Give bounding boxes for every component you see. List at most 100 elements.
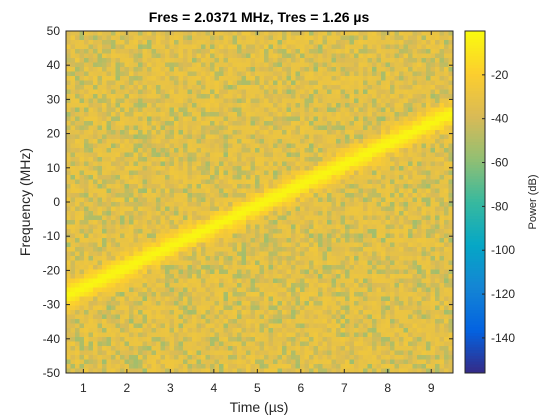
heatmap-cell [318,112,323,117]
heatmap-cell [304,44,310,50]
heatmap-cell [106,206,112,212]
heatmap-cell [358,53,364,59]
heatmap-cell [322,76,328,81]
heatmap-cell [178,314,184,320]
heatmap-cell [70,130,76,135]
heatmap-cell [178,53,184,59]
heatmap-cell [300,175,305,180]
heatmap-cell [214,116,220,122]
heatmap-cell [336,40,341,45]
heatmap-cell [120,242,125,248]
heatmap-cell [120,40,125,45]
heatmap-cell [255,328,260,333]
heatmap-cell [322,296,328,302]
heatmap-cell [88,292,94,297]
heatmap-cell [358,143,364,149]
heatmap-cell [97,238,103,243]
heatmap-cell [354,220,359,225]
heatmap-cell [322,368,328,374]
heatmap-cell [102,292,107,297]
heatmap-cell [147,215,152,221]
heatmap-cell [192,116,197,122]
heatmap-cell [174,296,179,302]
heatmap-cell [84,274,89,279]
heatmap-cell [106,31,112,36]
heatmap-cell [354,301,359,306]
heatmap-cell [70,337,76,342]
heatmap-cell [133,179,139,185]
heatmap-cell [88,166,94,171]
heatmap-cell [295,287,301,293]
heatmap-cell [174,152,179,158]
heatmap-cell [255,287,260,293]
heatmap-cell [223,71,229,77]
heatmap-cell [115,166,121,171]
heatmap-cell [192,139,197,144]
heatmap-cell [322,170,328,176]
heatmap-cell [120,175,125,180]
heatmap-cell [345,202,350,207]
heatmap-cell [192,94,197,99]
heatmap-cell [327,337,332,342]
heatmap-cell [178,98,184,104]
heatmap-cell [268,152,274,158]
heatmap-cell [300,197,305,203]
heatmap-cell [291,31,296,36]
heatmap-cell [300,359,305,365]
heatmap-cell [255,161,260,167]
heatmap-cell [106,287,112,293]
heatmap-cell [277,107,283,113]
heatmap-cell [138,40,143,45]
heatmap-cell [259,305,265,311]
heatmap-cell [178,251,184,257]
heatmap-cell [232,364,238,369]
heatmap-cell [183,242,188,248]
heatmap-cell [115,368,121,374]
heatmap-cell [282,175,287,180]
heatmap-cell [210,193,215,198]
heatmap-cell [291,332,296,338]
heatmap-cell [354,350,359,356]
heatmap-cell [79,283,85,288]
heatmap-cell [237,103,242,108]
heatmap-cell [295,53,301,59]
heatmap-cell [84,310,89,315]
heatmap-cell [201,256,206,261]
heatmap-cell [223,170,229,176]
heatmap-cell [246,89,251,95]
heatmap-cell [192,296,197,302]
heatmap-cell [349,346,355,351]
heatmap-cell [228,319,233,324]
heatmap-cell [187,346,193,351]
heatmap-cell [111,229,116,234]
heatmap-cell [259,184,265,189]
heatmap-cell [250,350,256,356]
heatmap-cell [304,76,310,81]
heatmap-cell [151,247,157,252]
heatmap-cell [273,161,278,167]
heatmap-cell [106,112,112,117]
heatmap-cell [120,170,125,176]
heatmap-cell [345,305,350,311]
heatmap-cell [291,256,296,261]
heatmap-cell [304,202,310,207]
heatmap-cell [187,157,193,162]
heatmap-cell [286,202,292,207]
heatmap-cell [219,49,224,54]
heatmap-cell [165,62,170,68]
heatmap-cell [255,71,260,77]
heatmap-cell [340,89,346,95]
heatmap-cell [349,323,355,329]
heatmap-cell [174,112,179,117]
heatmap-cell [151,332,157,338]
heatmap-cell [331,305,337,311]
heatmap-cell [120,368,125,374]
heatmap-cell [349,283,355,288]
heatmap-cell [210,71,215,77]
heatmap-cell [322,71,328,77]
heatmap-cell [187,341,193,347]
heatmap-cell [219,139,224,144]
heatmap-cell [277,85,283,90]
heatmap-cell [250,121,256,126]
heatmap-cell [205,359,211,365]
